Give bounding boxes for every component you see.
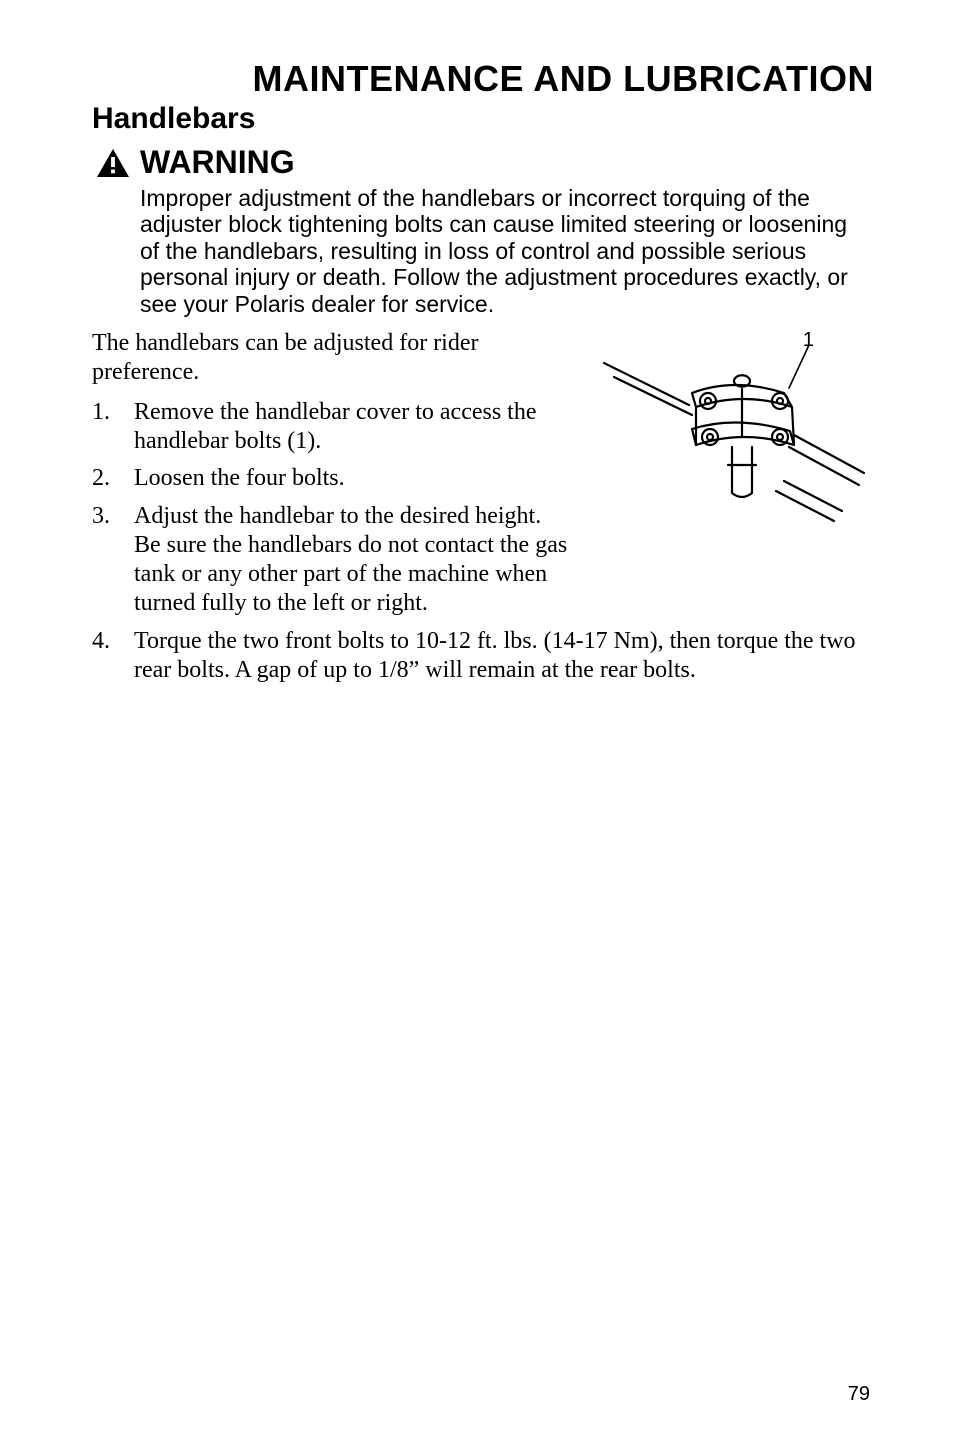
step-item: Torque the two front bolts to 10-12 ft. …: [92, 627, 874, 686]
handlebar-diagram-icon: [584, 333, 874, 533]
page-number: 79: [848, 1383, 870, 1406]
figure: 1: [584, 333, 874, 538]
content-row: The handlebars can be adjusted for rider…: [92, 329, 874, 626]
page-title: MAINTENANCE AND LUBRICATION: [92, 58, 874, 100]
step-item: Adjust the handlebar to the desired heig…: [92, 502, 570, 619]
warning-heading-row: WARNING: [96, 144, 874, 181]
warning-heading: WARNING: [140, 144, 295, 181]
page: MAINTENANCE AND LUBRICATION Handlebars W…: [0, 0, 954, 1454]
text-column: The handlebars can be adjusted for rider…: [92, 329, 570, 626]
step-item: Loosen the four bolts.: [92, 464, 570, 493]
steps-list: Remove the handlebar cover to access the…: [92, 398, 570, 619]
intro-text: The handlebars can be adjusted for rider…: [92, 329, 570, 388]
warning-triangle-icon: [96, 148, 130, 178]
section-heading: Handlebars: [92, 102, 874, 136]
step-item: Remove the handlebar cover to access the…: [92, 398, 570, 457]
warning-body: Improper adjustment of the handlebars or…: [140, 185, 870, 317]
steps-list-continued: Torque the two front bolts to 10-12 ft. …: [92, 627, 874, 686]
figure-callout-label: 1: [803, 329, 814, 352]
